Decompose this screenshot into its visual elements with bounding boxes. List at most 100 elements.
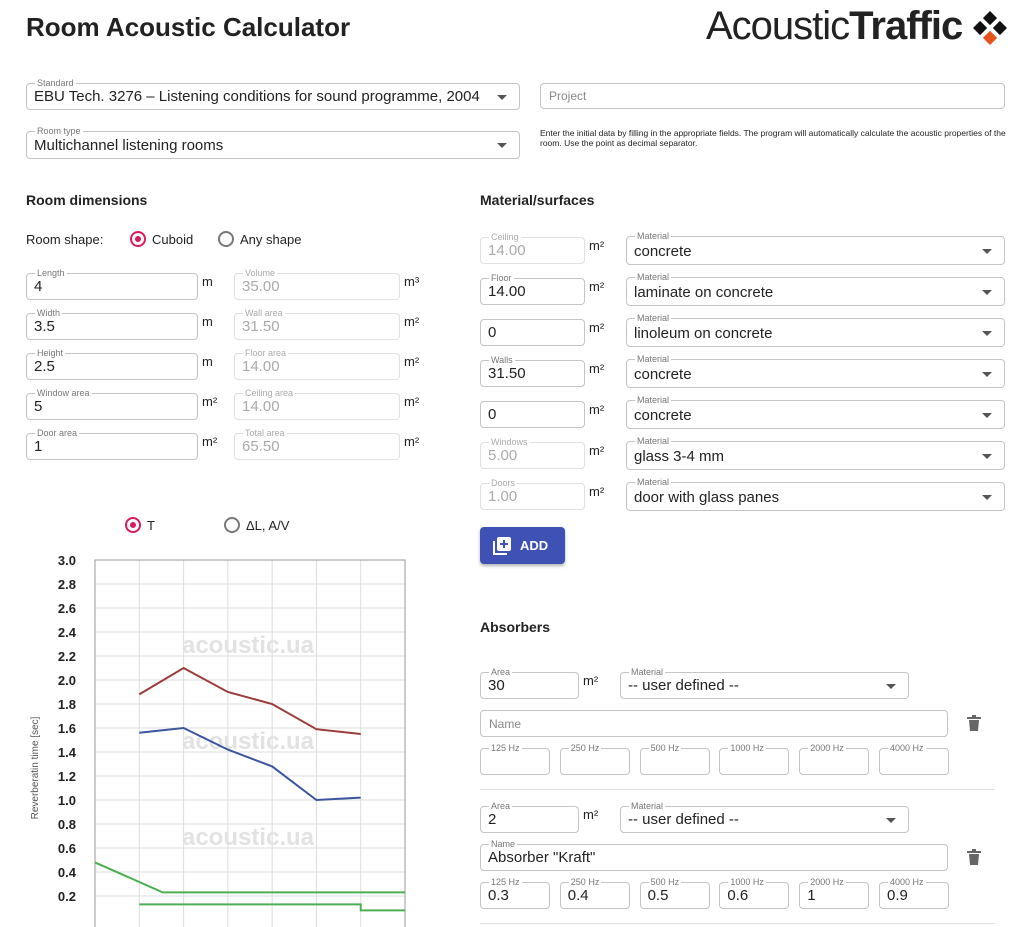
select[interactable]: Material linoleum on concrete	[626, 313, 1005, 347]
text-field[interactable]: 4000 Hz 0.9	[879, 877, 949, 909]
select[interactable]: Standard EBU Tech. 3276 – Listening condi…	[26, 78, 520, 110]
text-field[interactable]: 1000 Hz	[719, 743, 790, 775]
text-field[interactable]: 2000 Hz	[799, 743, 870, 775]
logo-icon	[973, 11, 1007, 45]
text-field: Ceiling 14.00	[480, 232, 585, 264]
field-value: Multichannel listening rooms	[34, 137, 224, 154]
select[interactable]: Material concrete	[626, 231, 1005, 265]
watermark: acoustic.ua	[182, 632, 315, 659]
unit: m²	[589, 483, 605, 499]
data-line	[139, 726, 361, 802]
text-field[interactable]: Project	[540, 83, 1005, 109]
unit: m	[202, 313, 213, 329]
field-value: 5	[34, 398, 43, 415]
field-label: Total area	[243, 428, 287, 438]
field-label: Material	[629, 801, 666, 811]
text-field[interactable]: Floor 14.00	[480, 273, 585, 305]
logo-light: Acoustic	[706, 4, 850, 48]
field-label: Material	[635, 354, 672, 364]
select[interactable]: Material glass 3-4 mm	[626, 436, 1005, 470]
text-field[interactable]: 2000 Hz 1	[799, 877, 870, 909]
dropdown-arrow	[886, 683, 896, 689]
field-value: 0.5	[647, 887, 669, 904]
add-label: ADD	[520, 538, 549, 553]
text-field[interactable]: Width 3.5	[26, 308, 198, 340]
radio-button[interactable]	[218, 231, 234, 247]
unit: m²	[583, 806, 599, 822]
field-value: 0	[488, 406, 497, 423]
text-field[interactable]: 250 Hz 0.4	[559, 877, 630, 909]
radio-label: T	[147, 518, 155, 533]
select[interactable]: Material concrete	[626, 354, 1005, 388]
select[interactable]: Material concrete	[626, 395, 1005, 429]
unit: m²	[202, 393, 218, 409]
text-field: Wall area 31.50	[234, 308, 400, 340]
text-field[interactable]: Window area 5	[26, 388, 198, 420]
y-axis-label: Reverberatin time [sec]	[30, 716, 41, 819]
field-value: -- user defined --	[628, 677, 739, 694]
y-tick-label: 2.8	[58, 577, 76, 592]
field-label: Ceiling	[489, 232, 521, 242]
field-value: 30	[488, 677, 505, 694]
unit: m	[202, 353, 213, 369]
field-value: concrete	[634, 366, 692, 383]
field-label: Room type	[35, 126, 83, 136]
dropdown-arrow	[497, 94, 507, 100]
field-label: Door area	[35, 428, 80, 438]
text-field[interactable]: Length 4	[26, 268, 198, 300]
text-field: Total area 65.50	[234, 428, 400, 460]
unit: m²	[404, 393, 420, 409]
text-field[interactable]: Height 2.5	[26, 348, 198, 380]
select[interactable]: Material -- user defined --	[620, 667, 909, 699]
text-field[interactable]: 500 Hz	[639, 743, 710, 775]
text-field[interactable]: Area 30	[480, 667, 579, 699]
text-field[interactable]: 125 Hz	[480, 743, 550, 775]
delete-icon[interactable]	[967, 849, 981, 865]
radio-label: ΔL, A/V	[246, 518, 290, 533]
dropdown-arrow	[982, 248, 992, 254]
dropdown-arrow	[982, 412, 992, 418]
field-value: 1.00	[488, 488, 518, 505]
text-field[interactable]: 4000 Hz	[879, 743, 949, 775]
field-label: 250 Hz	[568, 743, 602, 753]
text-field[interactable]: 500 Hz 0.5	[639, 877, 710, 909]
text-field[interactable]: Area 2	[480, 801, 579, 833]
field-label: 2000 Hz	[808, 743, 846, 753]
select[interactable]: Material door with glass panes	[626, 477, 1005, 511]
text-field[interactable]: Door area 1	[26, 428, 198, 460]
text-field[interactable]: 1000 Hz 0.6	[719, 877, 790, 909]
y-tick-label: 2.2	[58, 649, 76, 664]
field-label: Material	[635, 477, 672, 487]
text-field[interactable]: 125 Hz 0.3	[480, 877, 550, 909]
field-value: Absorber "Kraft"	[488, 849, 596, 866]
section-heading: Absorbers	[480, 619, 551, 635]
radio-button[interactable]	[224, 517, 240, 533]
select[interactable]: Room type Multichannel listening rooms	[26, 126, 520, 159]
text-field: Ceiling area 14.00	[234, 388, 400, 420]
field-value: laminate on concrete	[634, 284, 774, 301]
delete-icon[interactable]	[967, 715, 981, 731]
field-value: 5.00	[488, 447, 518, 464]
field-value: glass 3-4 mm	[634, 448, 725, 465]
field-value: EBU Tech. 3276 – Listening conditions fo…	[34, 88, 480, 105]
text-field[interactable]: Name Absorber "Kraft"	[480, 839, 948, 871]
text-field[interactable]: 0	[480, 319, 585, 346]
data-line	[139, 903, 405, 912]
watermark: acoustic.ua	[182, 824, 315, 851]
unit: m²	[404, 353, 420, 369]
section-heading: Material/surfaces	[480, 192, 595, 208]
select[interactable]: Material -- user defined --	[620, 801, 909, 833]
field-value: 31.50	[488, 365, 526, 382]
text-field[interactable]: Walls 31.50	[480, 355, 585, 387]
field-label: 125 Hz	[489, 877, 522, 887]
divider	[480, 923, 995, 924]
radio-button[interactable]	[125, 517, 141, 533]
field-label: 4000 Hz	[888, 877, 926, 887]
text-field[interactable]: 250 Hz	[559, 743, 630, 775]
radio-button[interactable]	[130, 231, 146, 247]
unit: m	[202, 273, 213, 289]
select[interactable]: Material laminate on concrete	[626, 272, 1005, 306]
text-field[interactable]: Name	[480, 710, 948, 737]
add-button[interactable]: ADD	[480, 527, 565, 564]
text-field[interactable]: 0	[480, 401, 585, 428]
